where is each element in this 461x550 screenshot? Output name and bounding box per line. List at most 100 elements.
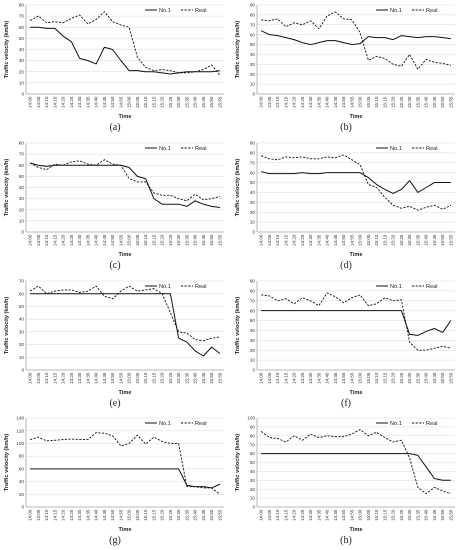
x-tick-label: 15:35 <box>415 234 420 246</box>
x-tick-label: 15:45 <box>201 372 206 384</box>
x-tick-label: 15:55 <box>448 96 453 108</box>
x-tick-label: 14:55 <box>349 96 354 108</box>
x-tick-label: 15:50 <box>209 509 214 521</box>
x-tick-label: 14:55 <box>118 96 123 108</box>
x-tick-label: 15:30 <box>407 509 412 521</box>
x-tick-label: 15:35 <box>415 96 420 108</box>
x-tick-label: 15:15 <box>382 509 387 521</box>
x-tick-label: 14:40 <box>94 372 99 384</box>
x-tick-label: 14:50 <box>341 372 346 384</box>
y-tick-label: 20 <box>19 207 25 212</box>
y-tick-label: 60 <box>250 32 256 37</box>
panel-label: (a) <box>109 122 121 133</box>
x-tick-label: 14:10 <box>44 509 49 521</box>
x-tick-label: 14:00 <box>28 234 33 246</box>
x-axis-title: Time <box>119 390 132 396</box>
series-line-real <box>29 285 220 342</box>
x-tick-label: 15:55 <box>448 234 453 246</box>
y-tick-label: 40 <box>250 328 256 333</box>
x-tick-label: 15:30 <box>176 509 181 521</box>
y-tick-label: 30 <box>250 62 256 67</box>
x-tick-label: 14:25 <box>300 372 305 384</box>
x-tick-label: 15:50 <box>209 372 214 384</box>
chart-panel: 0 10 20 30 40 50 60 70 80 90 100 14:00 14:05 14:10 14:… <box>231 413 461 550</box>
x-tick-label: 15:25 <box>399 509 404 521</box>
x-tick-label: 14:55 <box>349 372 354 384</box>
panel-label: (h) <box>340 535 352 546</box>
x-tick-label: 14:55 <box>118 234 123 246</box>
y-tick-label: 20 <box>19 492 25 497</box>
y-tick-label: 70 <box>250 442 256 447</box>
legend-label: No.1 <box>159 8 171 14</box>
x-tick-label: 15:10 <box>143 372 148 384</box>
x-tick-label: 15:45 <box>201 509 206 521</box>
x-tick-label: 15:20 <box>391 234 396 246</box>
y-tick-label: 30 <box>19 58 25 63</box>
x-tick-label: 14:30 <box>77 234 82 246</box>
x-tick-label: 14:55 <box>118 372 123 384</box>
y-axis-title: Traffic velocity (km/h) <box>235 159 241 217</box>
line-chart: 0 10 20 30 40 50 60 70 80 14:00 14:05 14:10 14:15 14:… <box>4 141 224 258</box>
x-tick-label: 15:55 <box>217 234 222 246</box>
x-tick-label: 14:35 <box>85 96 90 108</box>
x-tick-label: 15:20 <box>160 96 165 108</box>
legend-label: No.1 <box>390 284 402 290</box>
panel-label: (c) <box>109 260 121 271</box>
x-tick-label: 15:15 <box>382 96 387 108</box>
x-tick-label: 14:30 <box>308 96 313 108</box>
x-tick-label: 15:40 <box>424 509 429 521</box>
x-tick-label: 14:05 <box>267 96 272 108</box>
x-tick-label: 15:40 <box>424 96 429 108</box>
y-tick-label: 40 <box>19 317 25 322</box>
y-tick-label: 10 <box>250 496 256 501</box>
y-tick-label: 70 <box>19 14 25 19</box>
x-tick-label: 14:20 <box>292 372 297 384</box>
x-tick-label: 14:10 <box>44 372 49 384</box>
y-tick-label: 60 <box>19 163 25 168</box>
x-tick-label: 15:20 <box>391 96 396 108</box>
x-tick-label: 14:45 <box>102 234 107 246</box>
y-tick-label: 10 <box>19 218 25 223</box>
y-tick-label: 80 <box>19 454 25 459</box>
x-tick-label: 14:20 <box>292 96 297 108</box>
series-line-real <box>260 429 452 495</box>
x-tick-label: 14:10 <box>44 234 49 246</box>
x-tick-label: 15:00 <box>127 372 132 384</box>
x-tick-label: 14:20 <box>61 234 66 246</box>
x-tick-label: 14:55 <box>118 509 123 521</box>
x-axis-title: Time <box>119 527 132 533</box>
x-tick-label: 14:00 <box>259 372 264 384</box>
y-tick-label: 10 <box>19 80 25 85</box>
legend-label: No.1 <box>390 421 402 427</box>
x-tick-label: 14:40 <box>94 509 99 521</box>
x-tick-label: 15:20 <box>160 372 165 384</box>
x-tick-label: 15:55 <box>448 372 453 384</box>
x-tick-label: 15:35 <box>184 96 189 108</box>
series-line-real <box>261 292 451 351</box>
x-tick-label: 15:10 <box>143 234 148 246</box>
chart-panel: 0 10 20 30 40 50 60 70 80 90 14:00 14:05 14:10 14:15 1… <box>231 0 461 137</box>
legend-label: Real <box>195 146 207 152</box>
x-tick-label: 15:35 <box>415 372 420 384</box>
x-tick-label: 14:25 <box>69 234 74 246</box>
legend-label: Real <box>426 146 438 152</box>
x-tick-label: 15:50 <box>440 509 445 521</box>
series-line-no1 <box>30 468 221 489</box>
x-tick-label: 15:05 <box>366 96 371 108</box>
x-tick-label: 15:25 <box>399 234 404 246</box>
line-chart: 0 10 20 30 40 50 60 70 80 14:00 14:05 14:10 14:15 14:… <box>4 3 224 120</box>
legend-label: No.1 <box>159 421 171 427</box>
line-chart: 0 10 20 30 40 50 60 70 80 90 14:00 14:05 14:10 14:15 1… <box>235 3 455 120</box>
x-tick-label: 15:40 <box>424 372 429 384</box>
y-tick-label: 80 <box>250 433 256 438</box>
x-tick-label: 14:25 <box>300 234 305 246</box>
y-tick-label: 30 <box>250 478 256 483</box>
y-tick-label: 0 <box>252 230 255 235</box>
chart-panel: 0 10 20 30 40 50 60 70 14:00 14:05 14:10 14:15 14:20… <box>0 276 230 413</box>
x-tick-label: 15:55 <box>448 509 453 521</box>
y-tick-label: 80 <box>250 150 256 155</box>
y-tick-label: 0 <box>21 230 24 235</box>
x-tick-label: 15:15 <box>382 372 387 384</box>
